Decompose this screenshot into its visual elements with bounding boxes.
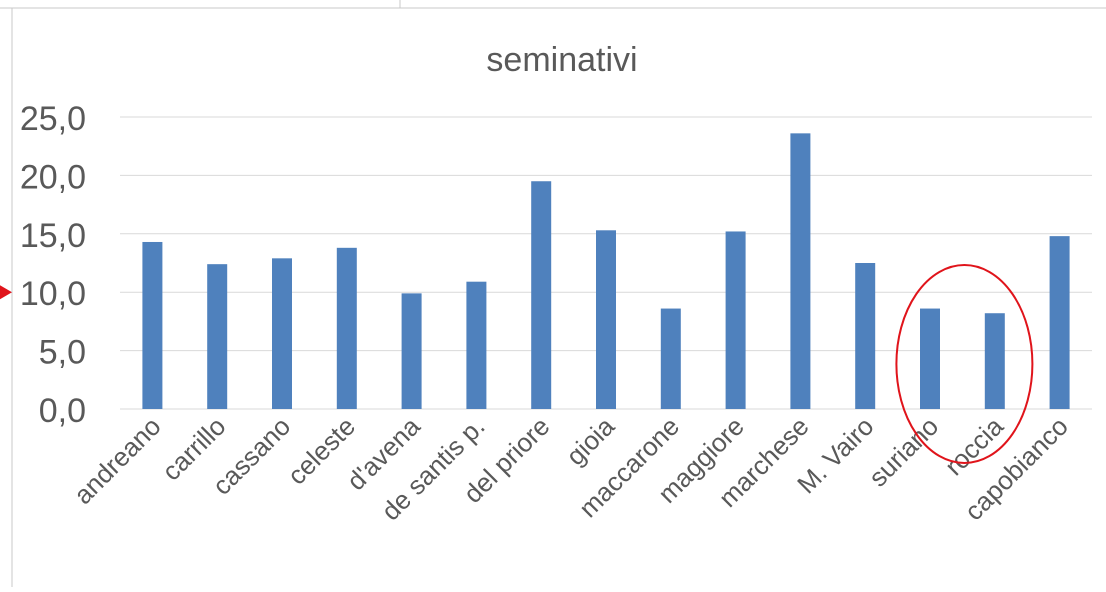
bar — [142, 241, 163, 409]
y-axis-tick-labels: 0,0 5,0 10,0 15,0 20,0 25,0 — [20, 100, 86, 430]
bar — [466, 281, 487, 409]
bar — [531, 181, 552, 409]
x-axis-tick-labels: andreanocarrillocassanocelested'avenade … — [68, 411, 1074, 527]
chart-title: seminativi — [486, 41, 637, 79]
y-tick-label: 10,0 — [20, 275, 86, 313]
bar — [336, 247, 357, 409]
y-tick-label: 0,0 — [39, 392, 86, 430]
y-tick-label: 20,0 — [20, 158, 86, 196]
bar — [207, 264, 228, 409]
y-tick-label: 15,0 — [20, 217, 86, 255]
bar — [1049, 236, 1070, 409]
arrow-marker — [0, 285, 12, 300]
bar — [725, 231, 746, 409]
bar — [984, 313, 1005, 409]
annotations — [0, 264, 1034, 464]
bar — [790, 133, 811, 410]
bars — [142, 133, 1070, 410]
bar — [920, 308, 940, 409]
bar — [272, 258, 292, 409]
bar — [660, 308, 681, 409]
bar — [855, 263, 876, 409]
bar — [596, 230, 616, 409]
y-tick-label: 5,0 — [39, 334, 86, 372]
bar — [401, 293, 422, 409]
y-tick-label: 25,0 — [20, 100, 86, 138]
highlight-ellipse — [895, 264, 1034, 464]
